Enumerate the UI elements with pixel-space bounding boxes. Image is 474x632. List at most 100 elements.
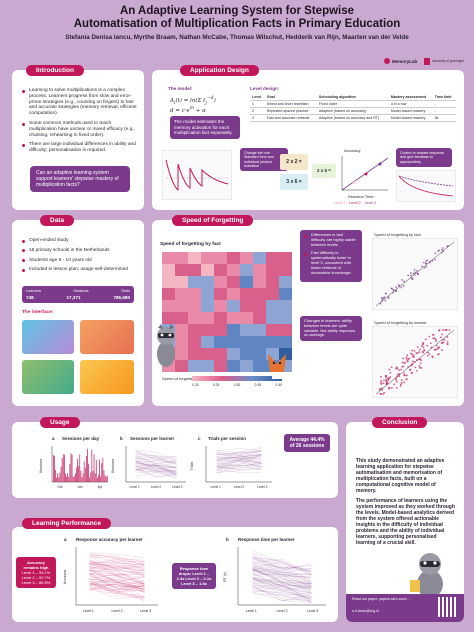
scatter-top [372,238,458,310]
scatter-point [432,333,435,336]
learner-trajectory [252,570,312,583]
stats-header-learners: Learners [26,289,41,293]
daily-bar [101,463,103,482]
heatmap-cell [240,324,253,336]
speed-note-1: Differences in fact difficulty are highl… [304,232,358,247]
learner-trajectory [89,561,145,570]
scatter-point [421,343,424,346]
learner-trajectory [89,570,145,590]
scatter-point [395,289,398,292]
xtick: Level 1 [82,609,94,613]
learner-trajectory [89,578,145,588]
heatmap-cell [253,288,266,300]
perf-a-xticks: Level 1 Level 2 Level 3 [74,609,160,613]
learner-trajectory [216,454,262,467]
heatmap-cell [188,360,201,372]
scatter-point [441,339,444,341]
daily-bar [70,453,72,482]
scatter-point [422,342,424,344]
daily-bar [102,457,104,482]
learner-trajectory [216,451,262,461]
learner-trajectory [89,570,145,583]
scatter-point [406,354,409,357]
daily-bar [106,475,108,482]
scatter-point [401,279,403,281]
level-table: Level Goal Scheduling algorithm Mastery … [250,94,456,122]
accuracy-box: Accuracy remains high Level 1 – 95.1% Le… [16,557,56,588]
accuracy-rt-diagram [341,156,389,191]
scatter-point [415,352,418,354]
learner-trajectory [89,552,145,559]
heatmap-cell [201,312,214,324]
paper-link[interactable]: Read our paper: papers.ssrn.com/... [352,597,410,601]
daily-bar [84,467,86,482]
learner-trajectory [89,572,145,588]
learner-trajectory [135,461,177,467]
scatter-point [398,369,401,372]
heatmap-cell [214,252,227,264]
colorbar-label: Speed of forgetting [162,376,196,381]
heatmap-cell [214,360,227,372]
learner-trajectory [252,586,312,601]
scatter-point [429,342,432,345]
scatter-point [421,265,423,268]
learner-trajectory [252,569,312,588]
heatmap-cell [253,348,266,360]
daily-bar [72,476,74,482]
heatmap-cell [201,252,214,264]
learner-trajectory [89,566,145,585]
learner-trajectory [252,562,312,580]
scatter-point [412,272,415,275]
learner-trajectory [89,581,145,593]
learner-trajectory [135,469,177,477]
usage-c-xticks: Level 1 Level 2 Level 3 [204,485,274,489]
scatter-point [431,355,434,358]
rug-name: university of groningen [432,58,465,63]
learner-trajectory [252,577,312,587]
daily-bar [100,476,101,482]
learner-trajectory [89,573,145,592]
usage-average-box: Average 44.4% of 26 sessions [284,434,330,452]
learner-trajectory [216,455,262,463]
scatter-point [388,386,391,389]
daily-bar [67,473,68,482]
data-bullets: Open-ended study 18 primary schools in t… [22,238,137,277]
raccoon-mascot-icon [410,553,443,598]
learner-trajectory [216,447,262,456]
learner-trajectory [252,580,312,602]
daily-bar [82,473,84,482]
colorbar-ticks: 0.20 0.25 0.30 0.35 0.40 [192,383,282,387]
heatmap-cell [279,288,292,300]
col-time-limit: Time limit [432,94,456,101]
heatmap-cell [214,264,227,276]
learner-trajectory [89,572,145,594]
scatter-point [399,384,402,387]
learner-trajectory [89,576,145,582]
interface-label: The interface: [22,310,54,315]
cell: Model-based mastery [388,114,433,122]
learner-trajectory [252,561,312,576]
heatmap-cell [175,276,188,288]
heatmap-cell [214,312,227,324]
scatter-point [396,368,399,370]
heatmap-cell [253,336,266,348]
heatmap-cell [253,312,266,324]
daily-bar [62,454,64,482]
interface-screenshot-1 [22,320,74,354]
learner-trajectory [89,559,145,564]
heatmap-cell [201,300,214,312]
stats-table: Learners Sessions Trials 748 17,371 786,… [22,286,134,303]
learner-trajectory [252,585,312,601]
heatmap-cell [279,276,292,288]
learner-trajectory [252,557,312,570]
application-card: The model: Ai(t) = ln(Σ tj−d) d = c·em +… [152,70,464,210]
learner-trajectory [89,561,145,570]
contact-email[interactable]: s.d.iancu@rug.nl [352,609,380,613]
learner-trajectory [216,455,262,464]
learner-trajectory [216,446,262,453]
heatmap-cell [279,336,292,348]
learner-trajectory [89,578,145,594]
heatmap-cell [240,336,253,348]
scatter-point [406,360,409,362]
stats-trials: 786,680 [113,295,130,300]
